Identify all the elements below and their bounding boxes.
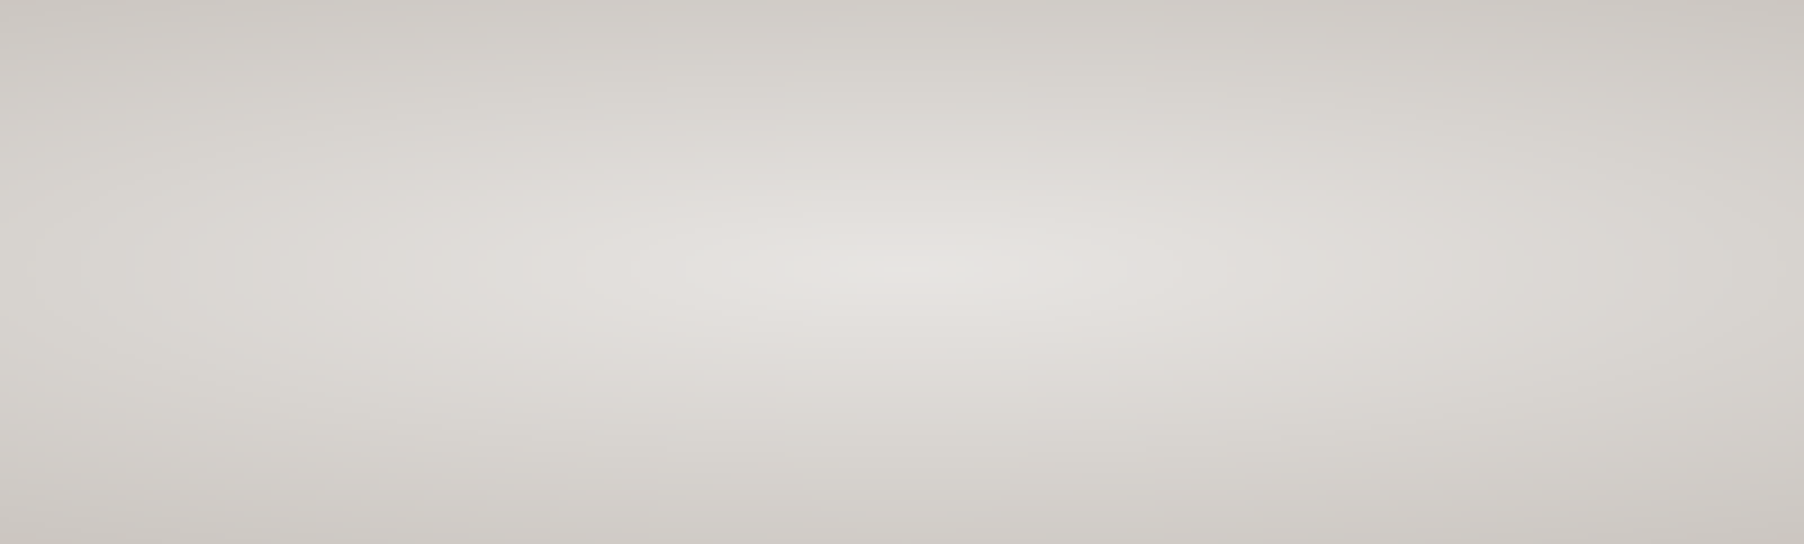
Text: Consider the following equations. In each case suppose that we apply the Interme: Consider the following equations. In eac… bbox=[148, 30, 1216, 48]
Text: (i)  $x^2+x-1=0$: (i) $x^2+x-1=0$ bbox=[171, 207, 330, 231]
Text: the interval (0, 1)?: the interval (0, 1)? bbox=[135, 446, 305, 464]
Text: (iii)  $\ln(x+1) = 1-2x$: (iii) $\ln(x+1) = 1-2x$ bbox=[171, 316, 377, 337]
Text: interval [0, 1]. (i.e., we take a = 0, b = 1 in the Intermediate Value Theorem.): interval [0, 1]. (i.e., we take a = 0, b… bbox=[148, 114, 882, 132]
Text: (ii)  $2e^x = x+4$: (ii) $2e^x = x+4$ bbox=[171, 261, 312, 283]
Text: For which equations does the Intermediate Value Theorem conclude that there must: For which equations does the Intermediat… bbox=[135, 381, 1165, 399]
Text: oblem #3:: oblem #3: bbox=[0, 30, 121, 52]
Text: (A) (i) and (iii)   (B) (ii) and (iii)   (C) none of them   (D) (iii) only   (E): (A) (i) and (iii) (B) (ii) and (iii) (C)… bbox=[135, 498, 1061, 515]
